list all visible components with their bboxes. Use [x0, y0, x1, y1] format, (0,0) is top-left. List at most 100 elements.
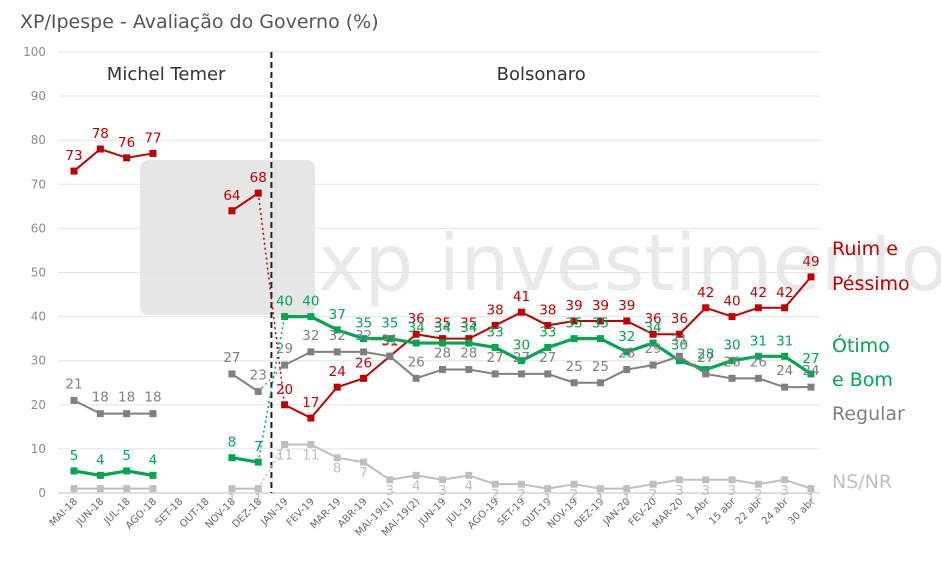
data-label: 26 [750, 354, 767, 370]
data-point [123, 410, 131, 418]
data-label: 18 [144, 390, 161, 406]
data-point [333, 454, 341, 462]
data-point [123, 154, 131, 162]
data-point [491, 370, 499, 378]
data-point [649, 480, 657, 488]
series-labels: Ruim e Péssimo Ótimo e Bom Regular NS/NR [832, 238, 910, 493]
watermark-box [140, 160, 315, 315]
data-point [596, 379, 604, 387]
data-point [228, 370, 236, 378]
data-point [649, 361, 657, 369]
data-point [360, 458, 368, 466]
data-point [412, 339, 420, 347]
data-point [754, 352, 762, 360]
data-label: 4 [465, 478, 474, 494]
data-label: 32 [618, 329, 635, 345]
data-point [544, 370, 552, 378]
data-point [412, 374, 420, 382]
data-label: 30 [513, 338, 530, 354]
data-point [570, 335, 578, 343]
data-label: 31 [671, 332, 688, 348]
data-label: 68 [250, 170, 267, 186]
data-point [491, 321, 499, 329]
data-point [386, 335, 394, 343]
data-point [439, 476, 446, 484]
data-label: 11 [276, 447, 293, 463]
series-line [231, 192, 259, 212]
x-tick-label: 15 abr [707, 496, 738, 527]
series: 1 111 118 73 4 3 42 2 1 2 1 1 2 3 3 3 2 31 [70, 440, 815, 508]
series-connector [257, 444, 286, 489]
data-label: 34 [460, 320, 477, 336]
data-point [439, 339, 446, 347]
data-point [254, 189, 262, 197]
y-axis: 0 10 20 30 40 50 60 70 80 90 100 [23, 45, 46, 500]
data-point [754, 480, 762, 488]
data-label: 7 [359, 465, 368, 481]
data-point [412, 471, 420, 479]
data-point [570, 379, 578, 387]
series-line [73, 148, 154, 172]
data-label: 17 [302, 395, 319, 411]
data-label: 3 [728, 483, 737, 499]
series-name-label: Péssimo [832, 273, 910, 295]
data-label: 32 [329, 328, 346, 344]
data-label: 40 [723, 294, 740, 310]
data-point [807, 370, 815, 378]
data-point [70, 167, 78, 175]
data-label: 35 [566, 316, 583, 332]
data-label: 35 [592, 316, 609, 332]
data-label: 2 [649, 487, 658, 503]
data-label: 30 [671, 338, 688, 354]
y-tick-label: 50 [31, 266, 46, 280]
data-label: 2 [570, 487, 579, 503]
data-label: 27 [223, 350, 240, 366]
data-point [333, 383, 341, 391]
data-label: 8 [333, 461, 342, 477]
series-lines: 7378767764682017242631363535384138393939… [65, 126, 819, 508]
data-point [728, 476, 736, 484]
data-label: 38 [539, 302, 556, 318]
series-name-label: Ótimo [832, 333, 890, 357]
data-point [781, 352, 789, 360]
data-point [807, 273, 815, 281]
data-point [623, 485, 631, 493]
data-label: 41 [513, 289, 530, 305]
data-point [649, 330, 657, 338]
data-label: 33 [487, 324, 504, 340]
series-name-label: e Bom [832, 369, 893, 391]
data-label: 37 [329, 307, 346, 323]
data-point [254, 485, 262, 493]
data-label: 1 [543, 492, 552, 508]
data-point [517, 370, 525, 378]
gridlines [58, 51, 820, 494]
data-point [728, 357, 736, 365]
data-label: 11 [302, 447, 319, 463]
data-point [702, 366, 710, 374]
data-label: 36 [671, 311, 688, 327]
y-tick-label: 40 [31, 310, 46, 324]
x-tick-label: JAN-19 [259, 496, 291, 528]
data-point [386, 352, 394, 360]
data-label: 42 [697, 285, 714, 301]
series: 73 78 76 77 64 68 20 17 24 26 31 36 35 35 38 41 38 39 39 39… [65, 126, 820, 422]
data-point [254, 458, 262, 466]
data-point [254, 388, 262, 396]
data-label: 3 [438, 483, 447, 499]
data-label: 26 [355, 355, 372, 371]
data-label: 24 [329, 364, 346, 380]
data-label: 42 [776, 285, 793, 301]
series-name-label: Regular [832, 403, 905, 425]
data-label: 5 [122, 448, 131, 464]
x-axis: MAI-18JUN-18JUL-18AGO-18SET-18OUT-18NOV-… [48, 496, 818, 539]
data-point [465, 339, 473, 347]
data-label: 36 [644, 311, 661, 327]
data-point [228, 485, 236, 493]
data-point [307, 440, 315, 448]
data-point [228, 454, 236, 462]
data-point [623, 366, 631, 374]
data-label: 35 [460, 316, 477, 332]
data-point [360, 348, 368, 356]
